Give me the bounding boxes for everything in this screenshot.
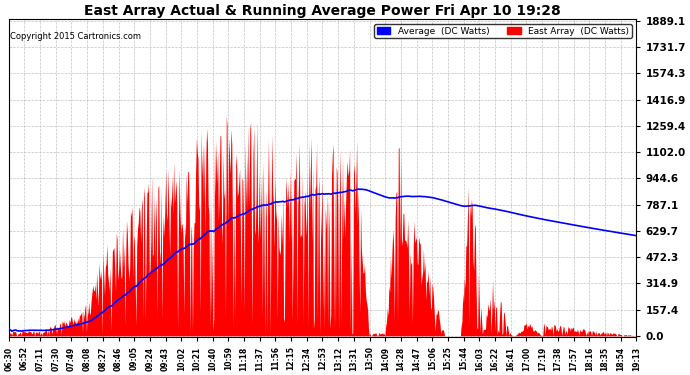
- Text: Copyright 2015 Cartronics.com: Copyright 2015 Cartronics.com: [10, 32, 141, 41]
- Title: East Array Actual & Running Average Power Fri Apr 10 19:28: East Array Actual & Running Average Powe…: [84, 4, 561, 18]
- Legend: Average  (DC Watts), East Array  (DC Watts): Average (DC Watts), East Array (DC Watts…: [374, 24, 632, 38]
